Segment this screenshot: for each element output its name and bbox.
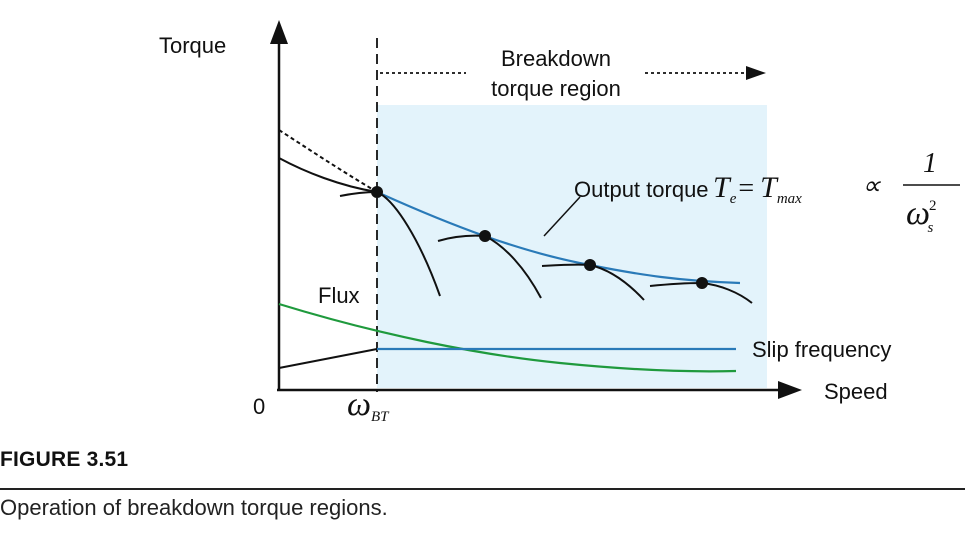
region-label-line1: Breakdown <box>501 46 611 71</box>
y-axis-arrow <box>270 20 288 44</box>
output-torque-pointer <box>543 196 581 237</box>
breakdown-point-3 <box>584 259 596 271</box>
torque-curve-constant-region <box>278 157 378 193</box>
formula-denominator: ω <box>906 195 930 232</box>
omega-bt-subscript: BT <box>371 409 390 425</box>
slip-frequency-label: Slip frequency <box>752 337 891 362</box>
formula-te: T <box>713 171 732 204</box>
slip-frequency-rising-segment <box>278 348 378 369</box>
figure-divider <box>0 488 965 490</box>
svg-text:Te=Tmax: Te= Tmax <box>713 171 802 207</box>
breakdown-point-4 <box>696 277 708 289</box>
output-torque-formula: Te= Tmax ∝ 1 ω2 s <box>713 148 960 236</box>
x-axis-label: Speed <box>824 379 888 404</box>
breakdown-point-2 <box>479 230 491 242</box>
omega-bt-symbol: ω <box>347 386 371 423</box>
flux-curve <box>278 302 737 373</box>
y-axis-label: Torque <box>159 33 226 58</box>
formula-denominator-superscript: 2 <box>929 198 937 214</box>
origin-label: 0 <box>253 394 265 419</box>
output-torque-curve <box>376 190 741 285</box>
svg-text:ω2s: ω2 s <box>906 195 937 236</box>
formula-te-subscript: e <box>730 191 737 207</box>
formula-numerator: 1 <box>923 148 937 179</box>
breakdown-region-shading <box>377 105 767 388</box>
output-torque-label: Output torque <box>574 177 709 202</box>
torque-dotted-extension <box>278 129 378 193</box>
formula-equals: = <box>738 173 754 204</box>
flux-label: Flux <box>318 283 360 308</box>
figure-caption: Operation of breakdown torque regions. <box>0 495 388 520</box>
region-span-arrowhead <box>746 66 766 80</box>
formula-proportional: ∝ <box>862 171 881 200</box>
x-axis-arrow <box>778 381 802 399</box>
formula-tmax: T <box>760 171 779 204</box>
breakdown-point-1 <box>371 186 383 198</box>
torque-speed-diagram: Torque Speed 0 Breakdown torque region O… <box>159 20 960 425</box>
formula-denominator-subscript: s <box>928 220 934 236</box>
figure-number: FIGURE 3.51 <box>0 448 129 471</box>
region-label-line2: torque region <box>491 76 621 101</box>
omega-bt-label: ωBT <box>347 386 390 425</box>
formula-tmax-subscript: max <box>777 191 802 207</box>
